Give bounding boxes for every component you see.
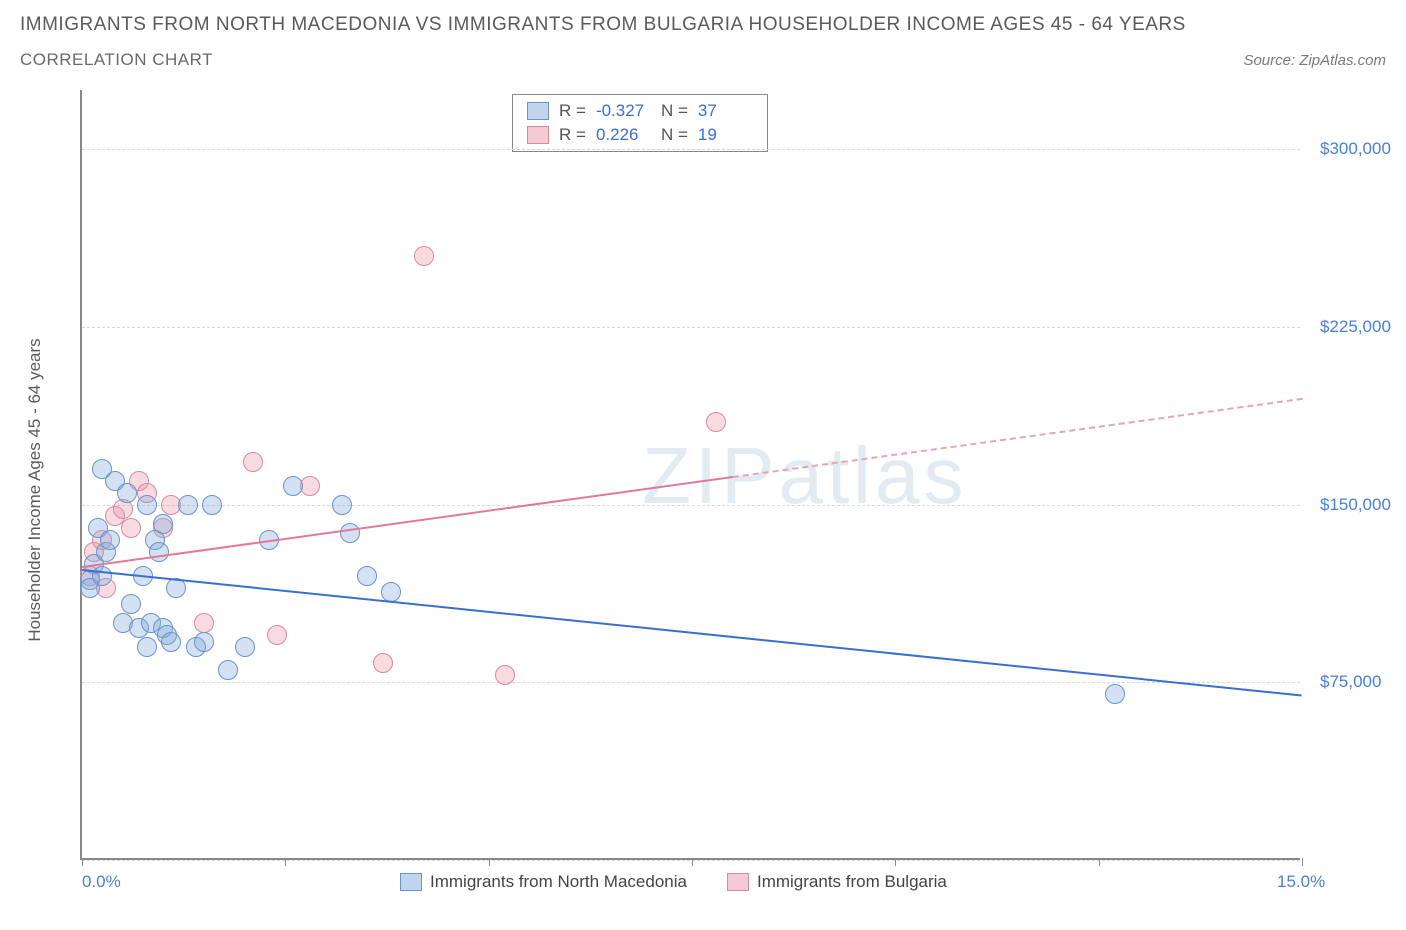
- r-value-a: -0.327: [596, 101, 651, 121]
- n-value-a: 37: [698, 101, 753, 121]
- x-tick-label: 0.0%: [82, 872, 121, 892]
- x-tick-label: 15.0%: [1277, 872, 1325, 892]
- gridline: [82, 327, 1300, 328]
- chart-subtitle: CORRELATION CHART: [20, 50, 213, 70]
- x-tick: [82, 858, 83, 866]
- x-tick: [895, 858, 896, 866]
- y-tick-label: $75,000: [1320, 672, 1381, 692]
- scatter-plot: ZIPatlas R = -0.327 N = 37 R = 0.226 N =…: [80, 90, 1300, 860]
- x-tick: [1302, 858, 1303, 866]
- stats-row-a: R = -0.327 N = 37: [527, 101, 753, 121]
- swatch-blue-icon: [527, 102, 549, 120]
- data-point-a: [137, 637, 157, 657]
- r-label: R =: [559, 125, 586, 145]
- data-point-b: [373, 653, 393, 673]
- data-point-a: [117, 483, 137, 503]
- data-point-b: [194, 613, 214, 633]
- data-point-a: [100, 530, 120, 550]
- y-tick-label: $300,000: [1320, 139, 1391, 159]
- y-axis-label: Householder Income Ages 45 - 64 years: [25, 338, 45, 641]
- source-label: Source: ZipAtlas.com: [1243, 52, 1386, 69]
- data-point-b: [267, 625, 287, 645]
- data-point-a: [357, 566, 377, 586]
- n-value-b: 19: [698, 125, 753, 145]
- gridline: [82, 682, 1300, 683]
- gridline: [82, 860, 1300, 861]
- x-tick: [285, 858, 286, 866]
- data-point-b: [121, 518, 141, 538]
- data-point-b: [243, 452, 263, 472]
- watermark: ZIPatlas: [642, 430, 967, 522]
- data-point-a: [92, 566, 112, 586]
- swatch-pink-icon: [727, 873, 749, 891]
- swatch-blue-icon: [400, 873, 422, 891]
- legend-item-b: Immigrants from Bulgaria: [727, 872, 947, 892]
- data-point-a: [283, 476, 303, 496]
- data-point-a: [340, 523, 360, 543]
- data-point-b: [113, 499, 133, 519]
- y-tick-label: $225,000: [1320, 317, 1391, 337]
- trendline-a: [82, 569, 1302, 697]
- data-point-a: [202, 495, 222, 515]
- legend-label-a: Immigrants from North Macedonia: [430, 872, 687, 892]
- data-point-b: [706, 412, 726, 432]
- trendline-b-dashed: [733, 398, 1303, 478]
- data-point-b: [495, 665, 515, 685]
- x-tick: [489, 858, 490, 866]
- data-point-a: [235, 637, 255, 657]
- gridline: [82, 149, 1300, 150]
- data-point-a: [178, 495, 198, 515]
- trendline-b-solid: [82, 476, 733, 568]
- data-point-b: [414, 246, 434, 266]
- x-tick: [692, 858, 693, 866]
- r-value-b: 0.226: [596, 125, 651, 145]
- data-point-a: [121, 594, 141, 614]
- data-point-a: [332, 495, 352, 515]
- data-point-a: [1105, 684, 1125, 704]
- n-label: N =: [661, 101, 688, 121]
- legend-item-a: Immigrants from North Macedonia: [400, 872, 687, 892]
- legend-label-b: Immigrants from Bulgaria: [757, 872, 947, 892]
- gridline: [82, 505, 1300, 506]
- swatch-pink-icon: [527, 126, 549, 144]
- stats-box: R = -0.327 N = 37 R = 0.226 N = 19: [512, 94, 768, 152]
- n-label: N =: [661, 125, 688, 145]
- data-point-a: [137, 495, 157, 515]
- data-point-a: [194, 632, 214, 652]
- chart-area: Householder Income Ages 45 - 64 years ZI…: [50, 90, 1390, 890]
- chart-title: IMMIGRANTS FROM NORTH MACEDONIA VS IMMIG…: [20, 14, 1386, 36]
- data-point-a: [153, 514, 173, 534]
- data-point-a: [218, 660, 238, 680]
- x-tick: [1099, 858, 1100, 866]
- r-label: R =: [559, 101, 586, 121]
- data-point-a: [92, 459, 112, 479]
- stats-row-b: R = 0.226 N = 19: [527, 125, 753, 145]
- y-tick-label: $150,000: [1320, 495, 1391, 515]
- data-point-a: [149, 542, 169, 562]
- data-point-a: [161, 632, 181, 652]
- bottom-legend: Immigrants from North Macedonia Immigran…: [400, 872, 947, 892]
